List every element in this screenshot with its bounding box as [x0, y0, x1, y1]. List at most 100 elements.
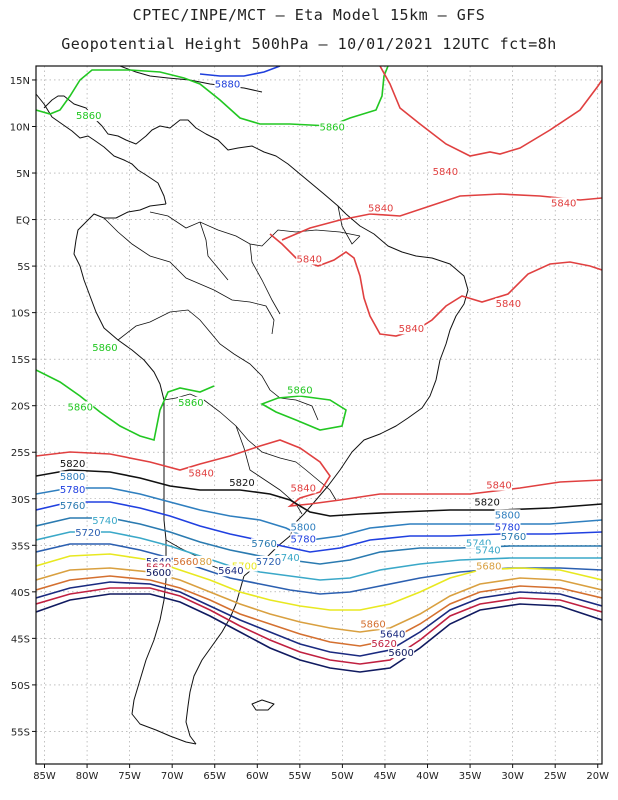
contour-label: 5860: [287, 386, 312, 397]
contour-label: 5740: [466, 538, 491, 549]
contour-label: 5600: [388, 648, 413, 659]
contour-label: 5640: [380, 629, 405, 640]
contour-5800: [36, 487, 602, 541]
contour-5880: [199, 66, 281, 77]
lon-tick-label: 70W: [161, 771, 184, 782]
lat-tick-label: 55S: [11, 727, 30, 738]
contour-label: 5800: [60, 472, 85, 483]
contour-label: 5840: [433, 167, 458, 178]
lon-tick-label: 75W: [118, 771, 141, 782]
lat-tick-label: 35S: [11, 541, 30, 552]
contour-label: 5840: [368, 203, 393, 214]
contour-label-background: [67, 401, 94, 413]
lon-tick-label: 65W: [203, 771, 226, 782]
falkland-islands: [251, 699, 275, 711]
contour-5860-north: [36, 66, 389, 127]
contour-5820: [36, 469, 602, 517]
lat-tick-label: 5N: [16, 169, 30, 180]
contour-label: 5620: [371, 639, 396, 650]
contour-label-background: [371, 637, 398, 649]
lat-tick-label: 50S: [11, 681, 30, 692]
contour-label-background: [286, 384, 313, 396]
contour-5640: [36, 581, 602, 657]
contour-label: 5740: [92, 516, 117, 527]
contour-5840-mid: [269, 233, 602, 337]
contour-label-background: [495, 298, 522, 310]
contour-label-background: [290, 521, 317, 533]
lon-tick-label: 85W: [33, 771, 56, 782]
contour-label-background: [251, 538, 278, 550]
contour-5860-island: [260, 395, 347, 431]
contour-label-background: [228, 476, 255, 488]
contour-label-background: [296, 253, 323, 265]
lat-tick-label: 15N: [10, 76, 30, 87]
axis-ticks: 85W 80W 75W 70W 65W 60W 55W 50W 45W 40W 35W 30W 25W 2…: [10, 76, 609, 782]
contour-5620: [36, 587, 602, 665]
contour-label: 5860: [319, 122, 344, 133]
contour-label: 5720: [75, 528, 100, 539]
contour-label-background: [214, 78, 241, 90]
contour-label: 5780: [495, 522, 520, 533]
contour-label-background: [474, 544, 501, 556]
lon-tick-label: 20W: [586, 771, 609, 782]
lat-tick-label: 10N: [10, 122, 30, 133]
contour-label-background: [379, 628, 406, 640]
contour-label-background: [494, 521, 521, 533]
lat-tick-label: 15S: [11, 355, 30, 366]
contour-label: 5660: [173, 557, 198, 568]
lat-tick-label: 30S: [11, 495, 30, 506]
contour-label: 5800: [291, 522, 316, 533]
lat-tick-label: 40S: [11, 588, 30, 599]
contour-label-background: [74, 527, 101, 539]
lon-tick-label: 80W: [76, 771, 99, 782]
contour-label: 5840: [496, 299, 521, 310]
map-frame-background: [36, 66, 602, 764]
contour-label: 5840: [296, 254, 321, 265]
contour-label-background: [145, 567, 172, 579]
contour-label-background: [474, 496, 501, 508]
contour-label: 5640: [218, 566, 243, 577]
contour-label-background: [475, 560, 502, 572]
lon-tick-label: 40W: [416, 771, 439, 782]
lat-tick-label: 10S: [11, 309, 30, 320]
contour-5840-north: [379, 66, 602, 157]
contour-label-background: [550, 197, 577, 209]
contour-label: 5800: [495, 510, 520, 521]
contour-label-background: [290, 482, 317, 494]
atlantic-coast-south-america: [185, 213, 469, 745]
contour-label: 5780: [60, 485, 85, 496]
contour-label-background: [486, 479, 513, 491]
contour-label-background: [59, 458, 86, 470]
contour-label: 5740: [475, 546, 500, 557]
contour-5860-south: [36, 369, 215, 442]
contour-label: 5600: [146, 568, 171, 579]
lat-tick-label: EQ: [16, 216, 30, 227]
lon-tick-label: 60W: [246, 771, 269, 782]
lat-tick-label: 5S: [17, 262, 30, 273]
contour-label-background: [145, 555, 172, 567]
contour-label: 5840: [551, 199, 576, 210]
contour-label: 5820: [229, 478, 254, 489]
contour-label-background: [188, 467, 215, 479]
contour-label: 5680: [476, 562, 501, 573]
contour-label: 5680: [187, 557, 212, 568]
caribbean-coast: [43, 95, 347, 215]
contour-label-background: [177, 396, 204, 408]
contour-label-background: [500, 530, 527, 542]
contour-label-background: [398, 323, 425, 335]
contour-label: 5820: [474, 497, 499, 508]
contour-label: 5720: [256, 557, 281, 568]
contour-5680: [36, 567, 602, 633]
lon-tick-label: 50W: [331, 771, 354, 782]
contour-5780: [36, 501, 602, 553]
contour-label: 5860: [68, 402, 93, 413]
contour-labels: 5880 5860 5860 5840 5840 5840 5840 5840 5840 5860…: [59, 78, 577, 659]
contour-label-background: [360, 618, 387, 630]
contour-label: 5840: [486, 481, 511, 492]
contour-label-background: [91, 514, 118, 526]
contour-label-background: [75, 110, 102, 122]
lon-tick-label: 35W: [459, 771, 482, 782]
contour-label-background: [432, 165, 459, 177]
map-frame: [35, 65, 603, 765]
